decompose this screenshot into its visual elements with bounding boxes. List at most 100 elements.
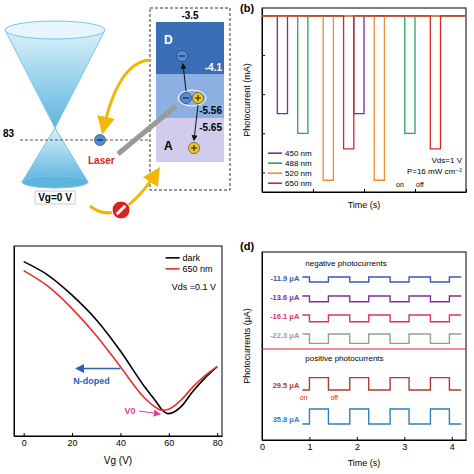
series-label: -11.9 μA: [271, 274, 300, 283]
panel-d: 01234-11.9 μA-13.6 μA-16.1 μA-22.3 μA29.…: [240, 240, 467, 468]
level-label: -5.65: [199, 122, 222, 133]
upper-cone: [5, 30, 105, 128]
annotation: on: [396, 181, 404, 188]
group-heading: positive photocurrents: [305, 354, 383, 363]
x-tick: [313, 189, 314, 192]
legend-swatch: [268, 182, 282, 184]
line-series: [302, 277, 461, 282]
hole: [189, 143, 200, 154]
cone-top: [5, 21, 105, 39]
panel-b: 450 nm488 nm520 nm650 nm(b)Photocurrent …: [240, 2, 467, 210]
transfer-arrow: [194, 105, 198, 140]
x-tick: 3: [402, 437, 407, 452]
legend-label: 650 nm: [285, 179, 312, 188]
x-tick-mark: [313, 189, 314, 192]
v0-arrow: [139, 411, 159, 414]
laser-beam: [118, 106, 176, 154]
x-tick-label: 0: [22, 438, 27, 448]
y-tick: [262, 172, 265, 173]
x-tick: [466, 189, 467, 192]
cone-bottom: [22, 176, 88, 188]
charge-sign: [179, 56, 185, 57]
line-series: [302, 409, 461, 424]
x-axis-title: Time (s): [348, 200, 381, 210]
acceptor-label: A: [164, 139, 173, 153]
legend-swatch: [268, 152, 282, 154]
x-tick: 0: [22, 433, 27, 448]
line-series: [302, 334, 461, 343]
annotation: on: [300, 394, 308, 401]
level-label: -3.5: [181, 10, 199, 21]
charge-sign: [194, 145, 195, 151]
annotation: off: [416, 181, 424, 188]
y-tick: [262, 133, 265, 134]
x-tick-mark: [72, 433, 73, 436]
legend-swatch: [268, 172, 282, 174]
line-series: [262, 16, 466, 149]
x-tick-label: 0: [260, 442, 265, 452]
x-tick: 40: [116, 433, 126, 448]
transfer-path: [103, 60, 150, 131]
shift-arrow: [77, 368, 121, 370]
line-series: [302, 296, 461, 302]
annotation: N-doped: [73, 376, 110, 386]
legend: 450 nm488 nm520 nm650 nm: [268, 149, 312, 188]
panel-a: 83Vg=0 V-3.5D-4.1-5.56-5.65ALaser: [3, 8, 230, 219]
x-tick-mark: [217, 433, 218, 436]
x-axis-title: Vg (V): [104, 455, 132, 466]
no-entry-sign: [112, 201, 130, 219]
x-tick-mark: [415, 189, 416, 192]
plot-frame: [14, 246, 222, 436]
series-label: -16.1 μA: [270, 312, 300, 321]
x-tick-label: 60: [164, 438, 174, 448]
series-label: -13.6 μA: [270, 293, 300, 302]
x-tick: 4: [450, 437, 455, 452]
x-tick-label: 40: [116, 438, 126, 448]
series-label: -22.3 μA: [270, 331, 300, 340]
y-tick-mark: [262, 94, 265, 95]
gate-box: [35, 191, 75, 204]
plot-lines: [302, 277, 461, 424]
line-series: [262, 16, 466, 133]
x-tick-label: 20: [68, 438, 78, 448]
exciton: [178, 90, 206, 106]
legend-label: 450 nm: [285, 149, 312, 158]
x-tick-label: 2: [355, 442, 360, 452]
legend-label: 488 nm: [285, 159, 312, 168]
plot-lines: [262, 16, 466, 180]
x-axis: [263, 189, 467, 193]
y-axis: [262, 253, 263, 441]
y-tick-mark: [262, 133, 265, 134]
legend-swatch: [268, 162, 282, 164]
x-tick: [415, 189, 416, 192]
x-tick: 80: [213, 433, 223, 448]
y-tick-mark: [262, 172, 265, 173]
level-label: -5.56: [199, 105, 222, 116]
annotation: V0: [125, 406, 136, 416]
heterojunction-box: [150, 8, 230, 190]
laser-label: Laser: [88, 155, 115, 166]
panel-label: (d): [240, 240, 254, 252]
charge-sign: [97, 140, 103, 141]
fermi-label: 83: [3, 128, 15, 139]
gate-label: Vg=0 V: [38, 192, 72, 203]
series-label: 29.5 μA: [273, 381, 300, 390]
x-tick-mark: [404, 437, 405, 440]
legend-swatch: [166, 268, 180, 270]
fermi-line: [20, 140, 150, 141]
y-axis: [14, 247, 15, 437]
x-tick: [364, 189, 365, 192]
plot-lines: [24, 262, 217, 414]
legend-label: 650 nm: [183, 264, 213, 274]
line-series: [262, 16, 466, 180]
annotation: Vds =0.1 V: [172, 282, 216, 292]
x-tick-mark: [364, 189, 365, 192]
plot-frame: [262, 252, 466, 440]
group-heading: negative photocurrents: [305, 259, 386, 268]
y-tick: [262, 94, 265, 95]
y-axis-line: [262, 9, 263, 193]
line-series: [302, 315, 461, 322]
series-label: 35.8 μA: [273, 415, 300, 424]
transfer-arrow: [183, 64, 186, 91]
line-series: [262, 16, 466, 114]
